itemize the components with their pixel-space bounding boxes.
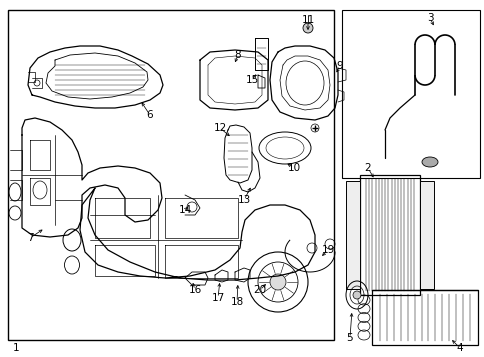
Bar xyxy=(345,181,359,289)
Ellipse shape xyxy=(421,157,437,167)
Bar xyxy=(371,290,477,345)
Text: 4: 4 xyxy=(456,343,462,353)
Text: 10: 10 xyxy=(287,163,300,173)
Circle shape xyxy=(352,291,360,299)
Text: 15: 15 xyxy=(245,75,258,85)
Text: 7: 7 xyxy=(27,233,33,243)
Text: 16: 16 xyxy=(188,285,201,295)
Text: 2: 2 xyxy=(364,163,371,173)
Text: 9: 9 xyxy=(336,61,343,71)
Bar xyxy=(419,181,433,289)
Text: 14: 14 xyxy=(178,205,191,215)
Text: 18: 18 xyxy=(230,297,243,307)
Text: 13: 13 xyxy=(237,195,250,205)
Text: 12: 12 xyxy=(213,123,226,133)
Bar xyxy=(8,10,333,340)
Text: 20: 20 xyxy=(253,285,266,295)
Text: 3: 3 xyxy=(426,13,432,23)
Text: 8: 8 xyxy=(234,50,241,60)
Circle shape xyxy=(302,23,312,33)
Text: 5: 5 xyxy=(346,333,352,343)
Text: 1: 1 xyxy=(13,343,19,353)
Text: 6: 6 xyxy=(146,110,153,120)
Text: 19: 19 xyxy=(321,245,334,255)
Bar xyxy=(359,175,419,295)
Circle shape xyxy=(270,274,286,290)
Text: 11: 11 xyxy=(301,15,314,25)
Bar xyxy=(341,10,479,178)
Text: 17: 17 xyxy=(211,293,224,303)
